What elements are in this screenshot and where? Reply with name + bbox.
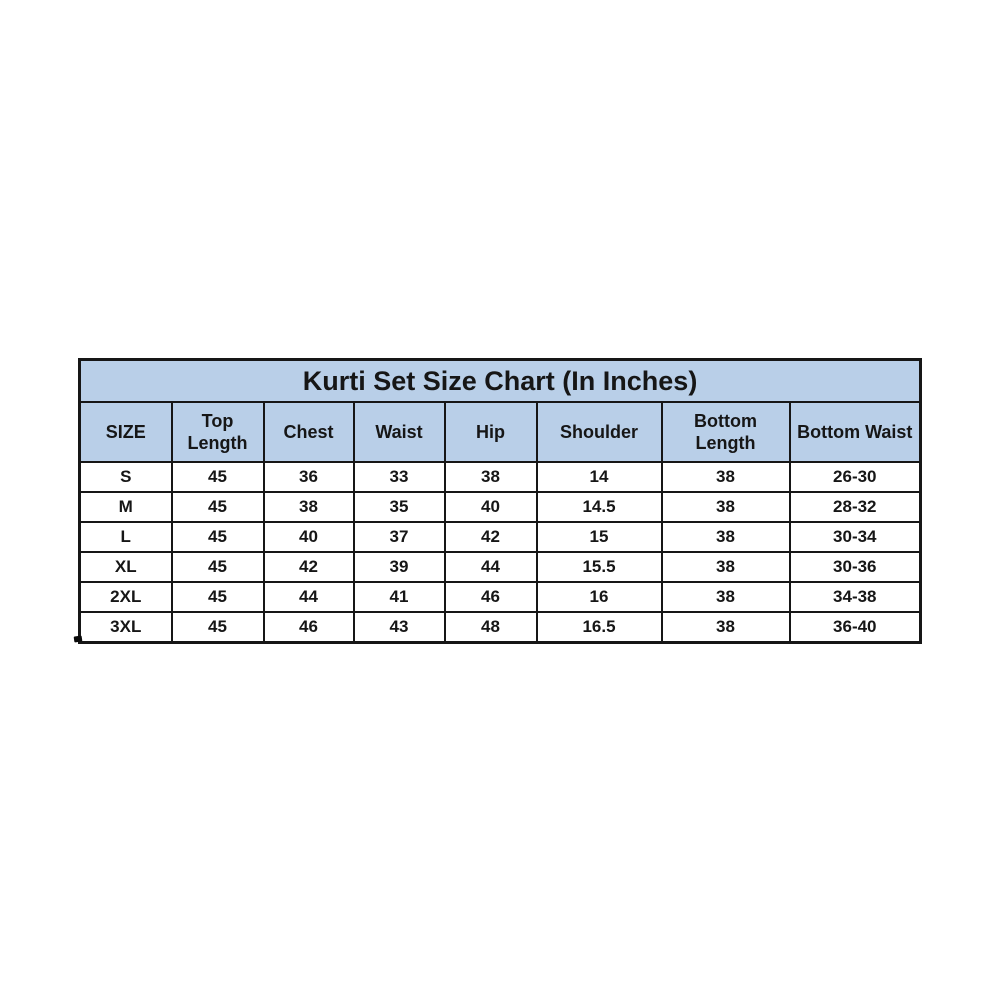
shoulder-value: 16.5 — [535, 611, 663, 644]
waist-value: 39 — [352, 551, 446, 583]
hip-value: 48 — [443, 611, 538, 644]
size-label: L — [78, 521, 173, 553]
waist-value: 35 — [352, 491, 446, 523]
chest-value: 46 — [262, 611, 355, 644]
column-header-hip: Hip — [443, 401, 538, 463]
chest-value: 44 — [262, 581, 355, 613]
table-title-row: Kurti Set Size Chart (In Inches) — [78, 358, 922, 403]
chest-value: 42 — [262, 551, 355, 583]
table-header-row: SIZE Top Length Chest Waist Hip Shoulder… — [78, 401, 922, 463]
column-header-bottom-waist: Bottom Waist — [788, 401, 922, 463]
bottom-length-value: 38 — [660, 611, 791, 644]
bottom-waist-value: 30-36 — [788, 551, 922, 583]
shoulder-value: 14 — [535, 461, 663, 493]
table-row-m: M 45 38 35 40 14.5 38 28-32 — [78, 491, 922, 523]
size-label: M — [78, 491, 173, 523]
column-header-shoulder: Shoulder — [535, 401, 663, 463]
waist-value: 33 — [352, 461, 446, 493]
top-length-value: 45 — [170, 491, 265, 523]
bottom-length-value: 38 — [660, 521, 791, 553]
size-label: 3XL — [78, 611, 173, 644]
hip-value: 46 — [443, 581, 538, 613]
shoulder-value: 15.5 — [535, 551, 663, 583]
table-title: Kurti Set Size Chart (In Inches) — [78, 358, 922, 403]
table-row-s: S 45 36 33 38 14 38 26-30 — [78, 461, 922, 493]
waist-value: 37 — [352, 521, 446, 553]
bottom-waist-value: 34-38 — [788, 581, 922, 613]
bottom-length-value: 38 — [660, 461, 791, 493]
chest-value: 36 — [262, 461, 355, 493]
table-corner-artifact — [73, 635, 83, 643]
size-label: XL — [78, 551, 173, 583]
size-label: S — [78, 461, 173, 493]
bottom-waist-value: 28-32 — [788, 491, 922, 523]
shoulder-value: 14.5 — [535, 491, 663, 523]
column-header-top-length: Top Length — [170, 401, 265, 463]
waist-value: 41 — [352, 581, 446, 613]
bottom-waist-value: 30-34 — [788, 521, 922, 553]
waist-value: 43 — [352, 611, 446, 644]
bottom-length-value: 38 — [660, 581, 791, 613]
hip-value: 44 — [443, 551, 538, 583]
table-row-3xl: 3XL 45 46 43 48 16.5 38 36-40 — [78, 611, 922, 644]
table-row-l: L 45 40 37 42 15 38 30-34 — [78, 521, 922, 553]
chest-value: 40 — [262, 521, 355, 553]
bottom-length-value: 38 — [660, 491, 791, 523]
table-row-xl: XL 45 42 39 44 15.5 38 30-36 — [78, 551, 922, 583]
column-header-waist: Waist — [352, 401, 446, 463]
shoulder-value: 16 — [535, 581, 663, 613]
bottom-waist-value: 26-30 — [788, 461, 922, 493]
size-chart-table-container: Kurti Set Size Chart (In Inches) SIZE To… — [78, 358, 923, 644]
top-length-value: 45 — [170, 521, 265, 553]
column-header-size: SIZE — [78, 401, 173, 463]
column-header-chest: Chest — [262, 401, 355, 463]
hip-value: 40 — [443, 491, 538, 523]
bottom-length-value: 38 — [660, 551, 791, 583]
top-length-value: 45 — [170, 581, 265, 613]
top-length-value: 45 — [170, 611, 265, 644]
bottom-waist-value: 36-40 — [788, 611, 922, 644]
size-chart-table: Kurti Set Size Chart (In Inches) SIZE To… — [78, 358, 923, 644]
hip-value: 42 — [443, 521, 538, 553]
column-header-bottom-length: Bottom Length — [660, 401, 791, 463]
shoulder-value: 15 — [535, 521, 663, 553]
chest-value: 38 — [262, 491, 355, 523]
top-length-value: 45 — [170, 551, 265, 583]
hip-value: 38 — [443, 461, 538, 493]
top-length-value: 45 — [170, 461, 265, 493]
table-row-2xl: 2XL 45 44 41 46 16 38 34-38 — [78, 581, 922, 613]
size-label: 2XL — [78, 581, 173, 613]
